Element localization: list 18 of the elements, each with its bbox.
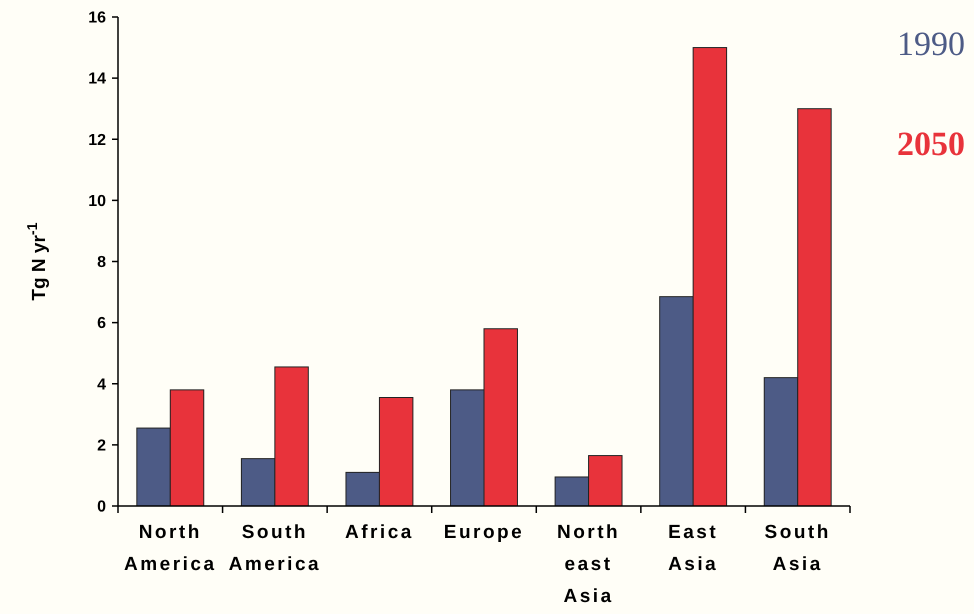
y-tick-label: 10 [88, 192, 106, 210]
series-label: 2050 [897, 126, 965, 163]
y-tick-label: 2 [97, 437, 106, 454]
x-tick-label: South America [228, 522, 322, 575]
y-tick-label: 8 [97, 254, 106, 272]
y-tick-label: 4 [97, 376, 106, 394]
x-tick-label: North east Asia [556, 522, 620, 607]
y-tick-label: 6 [97, 315, 106, 332]
x-tick-label: South Asia [764, 522, 831, 575]
x-tick-label: Africa [345, 522, 414, 543]
y-tick-label: 14 [88, 70, 106, 88]
y-tick-label: 12 [88, 132, 106, 149]
y-tick-label: 0 [97, 498, 106, 516]
x-tick-label: Europe [444, 522, 524, 543]
x-tick-label: East Asia [668, 522, 718, 575]
x-tick-label: North America [124, 522, 217, 575]
text: 1990 [897, 26, 965, 63]
y-tick-label: 16 [88, 10, 106, 27]
